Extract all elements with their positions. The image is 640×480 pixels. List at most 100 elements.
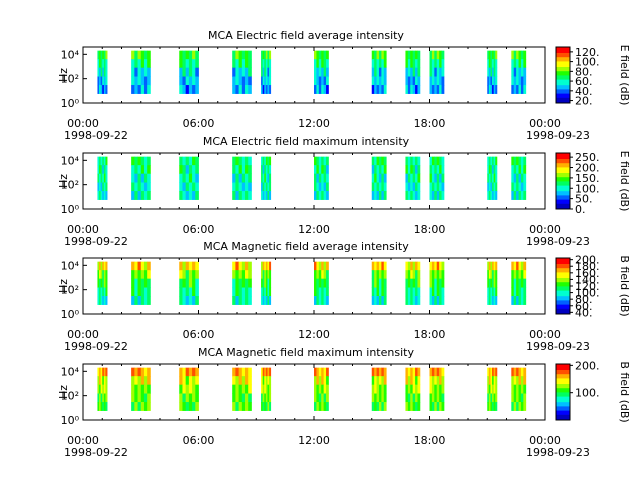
colorbar-swatch [556, 288, 570, 291]
spectrogram-cell [134, 182, 138, 192]
colorbar-swatch [556, 293, 570, 295]
colorbar-tick-label: 140. [575, 273, 600, 286]
spectrogram-cell [511, 50, 515, 60]
spectrogram-cell [429, 50, 433, 60]
spectrogram-cell [412, 191, 416, 200]
spectrogram-cell [105, 59, 108, 69]
colorbar-tick-label: 100. [575, 387, 600, 400]
spectrogram-cell [492, 76, 495, 86]
spectrogram-cell [99, 278, 102, 288]
spectrogram-cell [99, 384, 102, 394]
colorbar-swatch [556, 94, 570, 97]
spectrogram-cell [179, 402, 183, 411]
spectrogram-cell [261, 393, 264, 403]
spectrogram-cell [429, 278, 433, 288]
spectrogram-cell [188, 287, 193, 297]
colorbar-swatch [556, 387, 570, 390]
spectrogram-cell [100, 296, 103, 305]
spectrogram-cell [374, 402, 377, 411]
spectrogram-cell [182, 50, 187, 60]
spectrogram-cell [516, 261, 519, 271]
spectrogram-cell [182, 261, 187, 271]
spectrogram-cell [185, 182, 190, 192]
spectrogram-cell [100, 270, 103, 280]
spectrogram-cell [417, 182, 421, 192]
spectrogram-cell [407, 367, 411, 377]
spectrogram-cell [378, 402, 382, 411]
spectrogram-cell [326, 287, 329, 297]
spectrogram-cell [513, 402, 517, 411]
spectrogram-cell [374, 50, 377, 60]
y-tick-label: 10⁰ [61, 203, 80, 216]
spectrogram-cell [412, 367, 416, 377]
spectrogram-cell [412, 76, 416, 86]
spectrogram-block [131, 261, 151, 305]
spectrogram-cell [140, 76, 145, 86]
spectrogram-cell [429, 402, 433, 411]
spectrogram-cell [179, 287, 183, 297]
spectrogram-cell [179, 182, 183, 192]
spectrogram-cell [238, 270, 243, 280]
spectrogram-cell [376, 85, 380, 94]
spectrogram-cell [137, 384, 142, 394]
spectrogram-cell [105, 278, 108, 288]
spectrogram-cell [137, 191, 142, 200]
spectrogram-cell [318, 85, 322, 94]
spectrogram-cell [434, 85, 438, 94]
spectrogram-cell [511, 173, 515, 183]
spectrogram-cell [267, 191, 270, 200]
spectrogram-block [429, 261, 445, 305]
y-tick-label: 10⁴ [61, 154, 80, 167]
spectrogram-cell [326, 367, 329, 377]
spectrogram-cell [143, 165, 148, 175]
spectrogram-block [511, 50, 527, 94]
spectrogram-cell [105, 402, 108, 411]
spectrogram-cell [381, 173, 385, 183]
spectrogram-cell [261, 173, 264, 183]
spectrogram-cell [523, 50, 527, 60]
spectrogram-cell [235, 393, 240, 403]
spectrogram-cell [405, 182, 409, 192]
colorbar-tick-label: 160. [575, 267, 600, 280]
colorbar-swatch [556, 89, 570, 91]
spectrogram-cell [495, 278, 498, 288]
spectrogram-cell [102, 270, 105, 280]
spectrogram-cell [495, 191, 498, 200]
spectrogram-cell [137, 261, 142, 271]
spectrogram-cell [100, 384, 103, 394]
spectrogram-cell [436, 85, 440, 94]
spectrogram-cell [103, 191, 106, 200]
spectrogram-cell [102, 296, 105, 305]
spectrogram-cell [516, 59, 519, 69]
spectrogram-cell [492, 402, 495, 411]
spectrogram-cell [417, 270, 421, 280]
spectrogram-cell [321, 278, 325, 288]
spectrogram-cell [134, 278, 138, 288]
spectrogram-cell [326, 67, 329, 77]
colorbar-swatch [556, 277, 570, 280]
spectrogram-cell [102, 191, 105, 200]
spectrogram-cell [518, 50, 522, 60]
spectrogram-cell [495, 402, 498, 411]
spectrogram-cell [248, 67, 252, 77]
spectrogram-cell [188, 402, 193, 411]
colorbar-swatch [556, 73, 570, 76]
spectrogram-cell [131, 384, 135, 394]
spectrogram-cell [235, 261, 240, 271]
spectrogram-cell [321, 384, 325, 394]
spectrogram-cell [188, 393, 193, 403]
spectrogram-cell [488, 296, 491, 305]
spectrogram-cell [103, 182, 106, 192]
y-tick-label: 10⁴ [61, 365, 80, 378]
spectrogram-cell [488, 182, 491, 192]
spectrogram-cell [405, 393, 409, 403]
spectrogram-cell [182, 278, 187, 288]
spectrogram-cell [131, 85, 135, 94]
spectrogram-cell [441, 402, 445, 411]
spectrogram-cell [511, 376, 515, 386]
spectrogram-block [371, 367, 387, 411]
colorbar-swatch [556, 90, 570, 93]
spectrogram-cell [188, 296, 193, 305]
spectrogram-cell [265, 278, 268, 288]
spectrogram-cell [97, 173, 100, 183]
